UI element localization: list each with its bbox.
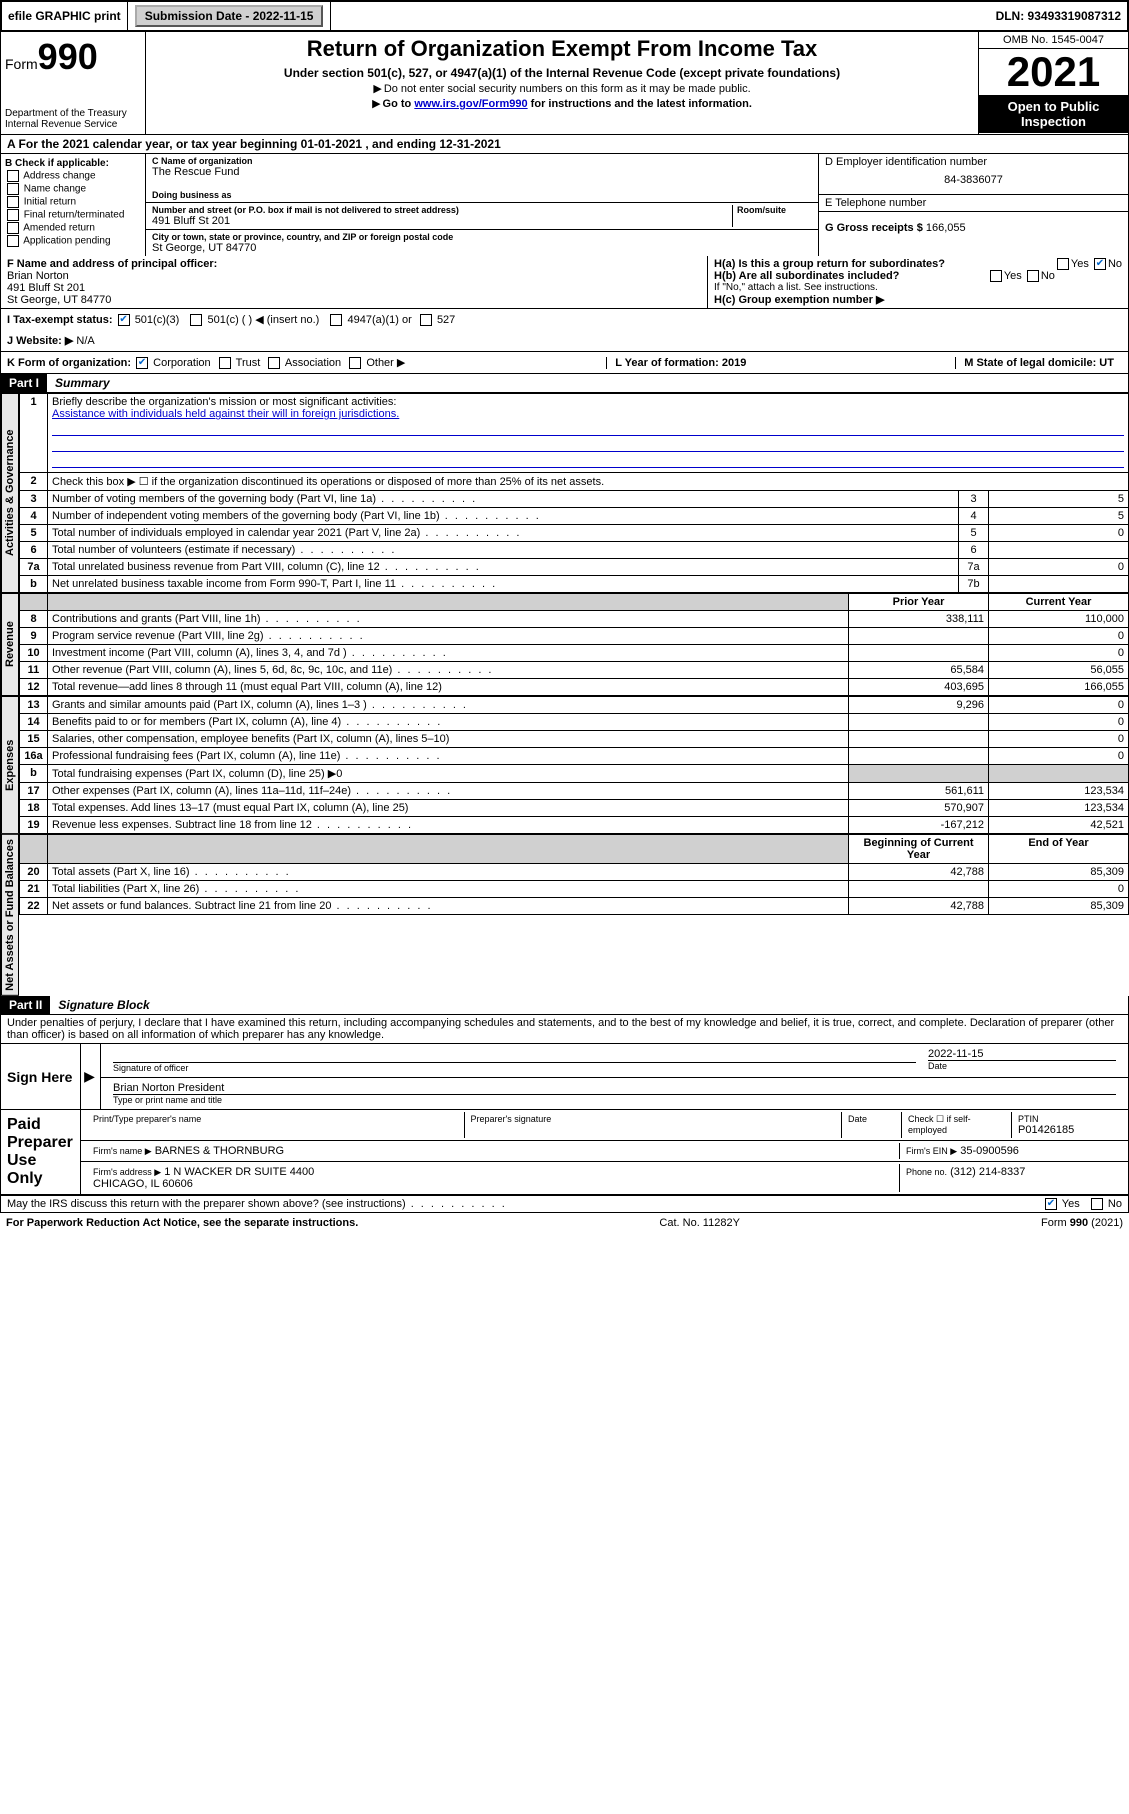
col-de: D Employer identification number 84-3836… [818,154,1128,256]
col-c-org-info: C Name of organization The Rescue Fund D… [146,154,818,256]
dln-label: DLN: 93493319087312 [990,2,1127,30]
may-irs-discuss: May the IRS discuss this return with the… [0,1196,1129,1213]
omb-number: OMB No. 1545-0047 [979,32,1128,49]
penalty-statement: Under penalties of perjury, I declare th… [0,1015,1129,1044]
tab-expenses: Expenses [1,696,19,834]
open-public-badge: Open to Public Inspection [979,95,1128,133]
irs-link[interactable]: www.irs.gov/Form990 [414,98,527,110]
part1-netassets: Net Assets or Fund Balances Beginning of… [0,834,1129,996]
tab-governance: Activities & Governance [1,393,19,593]
part1-header: Part I Summary [0,374,1129,393]
part2-header: Part II Signature Block [0,996,1129,1015]
org-name: The Rescue Fund [152,166,812,178]
form-number: Form990 [5,36,141,78]
arrow-icon [84,1068,97,1085]
mission-text: Assistance with individuals held against… [52,408,399,420]
note-link: Go to www.irs.gov/Form990 for instructio… [154,97,970,110]
part1-expenses: Expenses 13Grants and similar amounts pa… [0,696,1129,834]
tab-netassets: Net Assets or Fund Balances [1,834,19,996]
part1-governance: Activities & Governance 1 Briefly descri… [0,393,1129,593]
form-subtitle: Under section 501(c), 527, or 4947(a)(1)… [154,66,970,80]
submission-date-button[interactable]: Submission Date - 2022-11-15 [135,5,324,27]
dept-label: Department of the Treasury Internal Reve… [5,108,141,130]
top-bar: efile GRAPHIC print Submission Date - 20… [0,0,1129,32]
entity-block: B Check if applicable: Address change Na… [0,154,1129,256]
org-city: St George, UT 84770 [152,242,812,254]
row-j-website: J Website: ▶ N/A [0,330,1129,352]
ein: 84-3836077 [825,168,1122,192]
org-address: 491 Bluff St 201 [152,215,732,227]
tab-revenue: Revenue [1,593,19,696]
efile-label: efile GRAPHIC print [2,2,128,30]
form-title: Return of Organization Exempt From Incom… [154,36,970,62]
row-a-tax-year: A For the 2021 calendar year, or tax yea… [0,135,1129,154]
part1-revenue: Revenue Prior YearCurrent Year 8Contribu… [0,593,1129,696]
row-k-l-m: K Form of organization: Corporation Trus… [0,352,1129,374]
row-f-h: F Name and address of principal officer:… [0,256,1129,309]
col-b-checkboxes: B Check if applicable: Address change Na… [1,154,146,256]
signature-block: Sign Here Signature of officer 2022-11-1… [0,1044,1129,1196]
form-header: Form990 Department of the Treasury Inter… [0,32,1129,135]
tax-year: 2021 [979,49,1128,95]
gross-receipts: 166,055 [926,222,966,234]
page-footer: For Paperwork Reduction Act Notice, see … [0,1213,1129,1233]
row-i-tax-status: I Tax-exempt status: 501(c)(3) 501(c) ( … [0,309,1129,330]
note-ssn: Do not enter social security numbers on … [154,82,970,95]
